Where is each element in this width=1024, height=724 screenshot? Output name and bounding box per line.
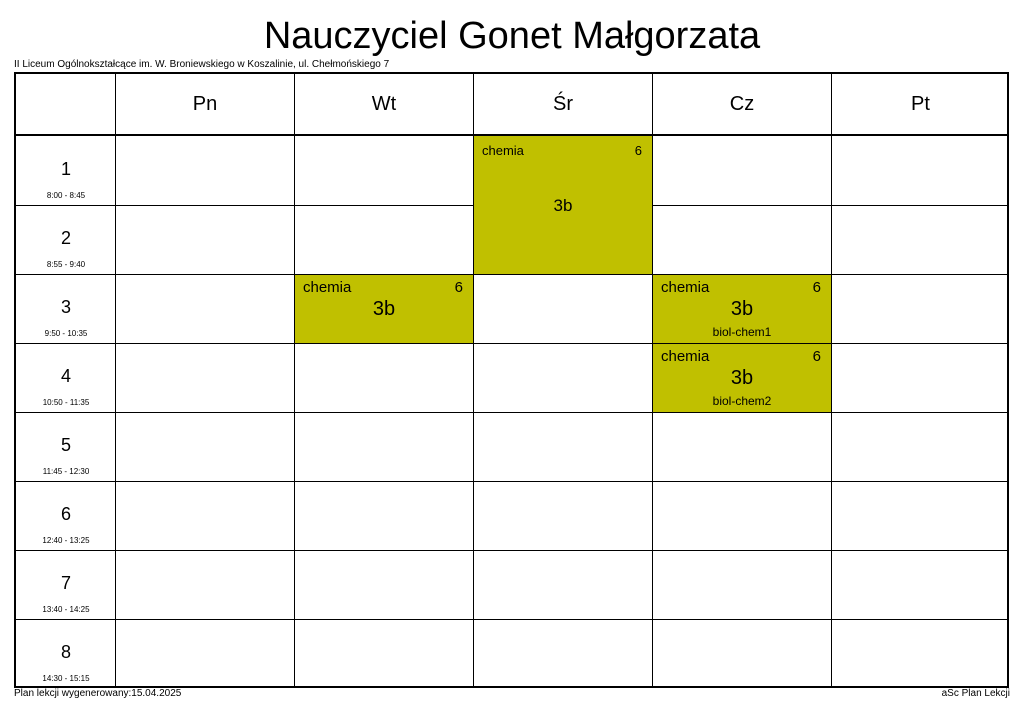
grid-line: [16, 619, 1007, 620]
lesson-card[interactable]: chemia 6 3b biol-chem2: [653, 344, 832, 413]
lesson-class: 3b: [372, 298, 396, 320]
footer-brand: aSc Plan Lekcji: [941, 688, 1010, 699]
period-number: 6: [60, 504, 71, 524]
grid-line: [652, 74, 653, 686]
school-name: II Liceum Ogólnokształcące im. W. Bronie…: [14, 59, 390, 70]
period-number: 5: [60, 435, 71, 455]
lesson-card[interactable]: chemia 6 3b: [474, 136, 653, 275]
period-time: 13:40 - 14:25: [42, 605, 90, 614]
lesson-subject: chemia: [303, 279, 352, 296]
lesson-class: 3b: [730, 298, 754, 320]
lesson-card[interactable]: chemia 6 3b: [295, 275, 474, 344]
grid-line: [16, 412, 1007, 413]
day-header-cz: Cz: [729, 93, 755, 115]
period-number: 7: [60, 573, 71, 593]
period-time: 8:00 - 8:45: [46, 191, 86, 200]
page-title: Nauczyciel Gonet Małgorzata: [263, 15, 761, 57]
period-time: 14:30 - 15:15: [42, 674, 90, 683]
lesson-class: 3b: [553, 196, 573, 215]
generated-date: Plan lekcji wygenerowany:15.04.2025: [14, 688, 182, 699]
lesson-group: biol-chem2: [712, 394, 772, 408]
lesson-card[interactable]: chemia 6 3b biol-chem1: [653, 275, 832, 344]
day-header-wt: Wt: [371, 93, 397, 115]
day-header-pt: Pt: [911, 93, 930, 115]
day-header-pn: Pn: [192, 93, 218, 115]
period-number: 2: [60, 228, 71, 248]
grid-line: [473, 74, 474, 686]
lesson-group: biol-chem1: [712, 325, 772, 339]
grid-line: [16, 343, 1007, 344]
period-number: 3: [60, 297, 71, 317]
lesson-room: 6: [634, 143, 642, 158]
lesson-room: 6: [812, 279, 821, 296]
period-time: 11:45 - 12:30: [42, 467, 90, 476]
day-header-sr: Śr: [553, 93, 573, 115]
period-time: 9:50 - 10:35: [44, 329, 88, 338]
timetable-grid: Pn Wt Śr Cz Pt 1 8:00 - 8:45 2 8:55 - 9:…: [14, 72, 1009, 688]
period-number: 8: [60, 642, 71, 662]
period-time: 8:55 - 9:40: [46, 260, 86, 269]
period-time: 12:40 - 13:25: [42, 536, 90, 545]
grid-line: [16, 481, 1007, 482]
grid-line: [115, 74, 116, 686]
grid-line: [16, 550, 1007, 551]
period-number: 1: [60, 159, 71, 179]
lesson-subject: chemia: [482, 143, 524, 158]
lesson-subject: chemia: [661, 279, 710, 296]
lesson-room: 6: [812, 348, 821, 365]
lesson-room: 6: [454, 279, 463, 296]
lesson-subject: chemia: [661, 348, 710, 365]
grid-line: [294, 74, 295, 686]
header-divider: [16, 134, 1007, 136]
period-time: 10:50 - 11:35: [42, 398, 90, 407]
lesson-class: 3b: [730, 367, 754, 389]
period-number: 4: [60, 366, 71, 386]
